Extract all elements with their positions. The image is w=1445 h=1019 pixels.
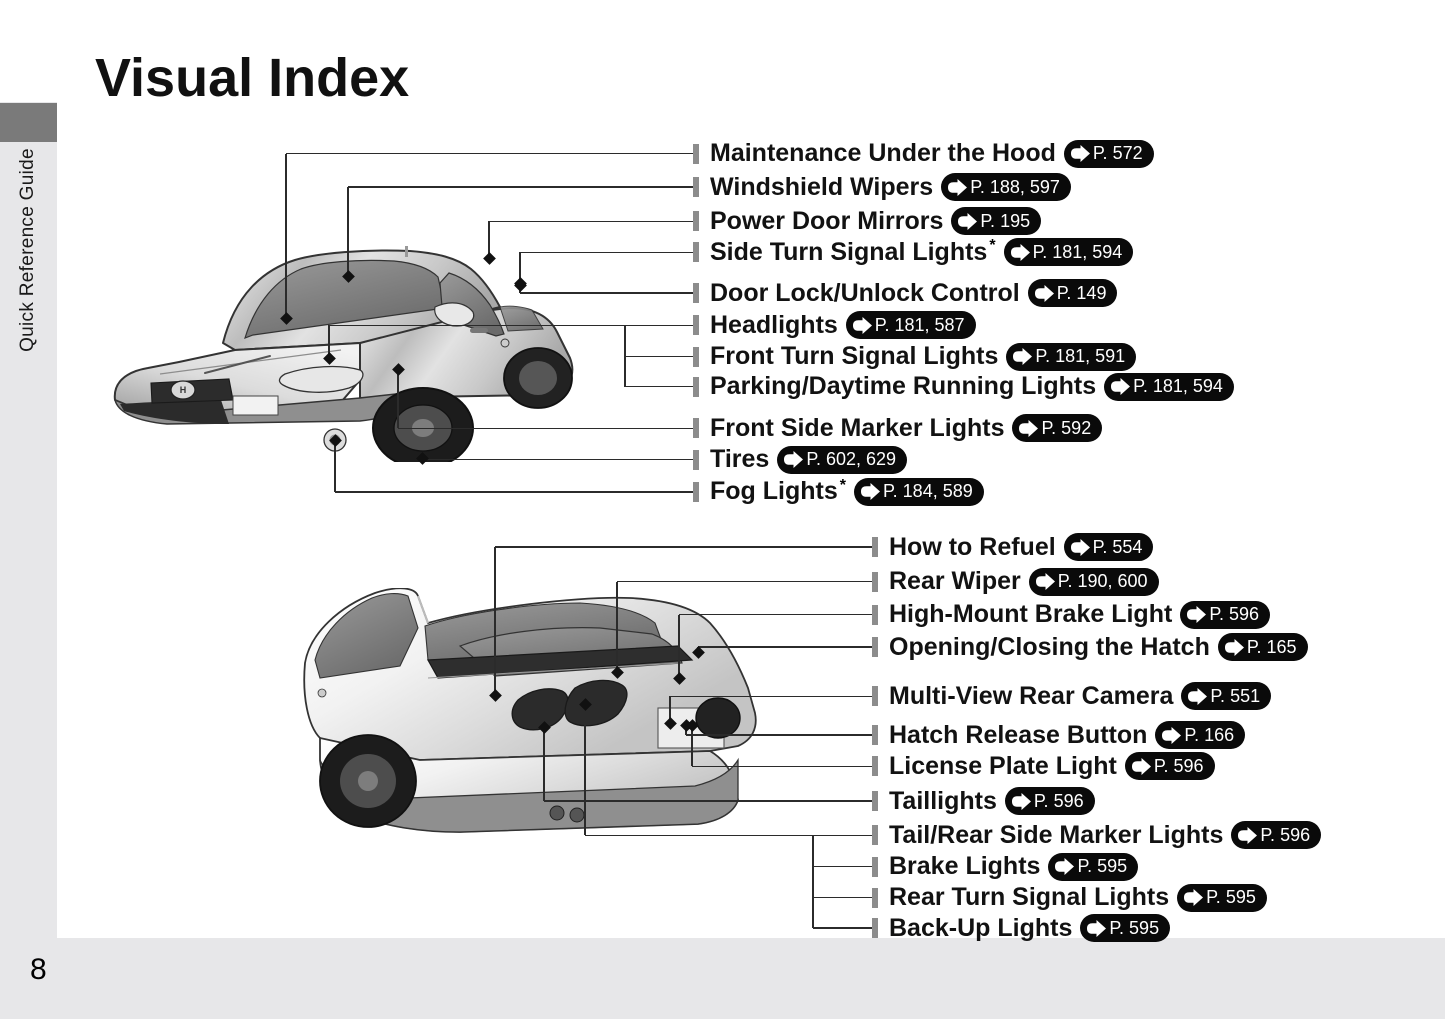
svg-text:H: H [180,385,187,395]
